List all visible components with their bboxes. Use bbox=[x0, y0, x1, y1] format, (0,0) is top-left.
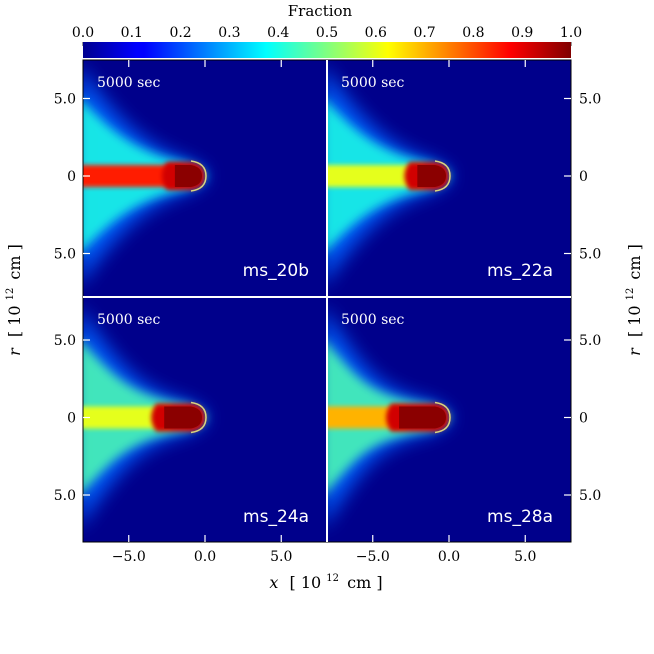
y-tick-label-right: 5.0 bbox=[579, 247, 601, 263]
panel-time-label: 5000 sec bbox=[341, 312, 405, 328]
shock-rim bbox=[434, 401, 451, 434]
panel-model-label: ms_22a bbox=[487, 261, 553, 281]
y-tick-label: 5.0 bbox=[54, 247, 76, 263]
y-axis-rest-right: [ 10 bbox=[625, 305, 644, 337]
colorbar-tick-label: 0.5 bbox=[316, 25, 338, 41]
x-tick-label: −5.0 bbox=[112, 549, 146, 565]
y-tick-label: 0 bbox=[67, 411, 76, 427]
panel-ms_20b bbox=[83, 60, 327, 296]
x-axis-exp: 12 bbox=[326, 573, 339, 584]
y-axis-title-left: r [ 10 12 cm ] bbox=[0, 244, 24, 356]
x-tick-label: 5.0 bbox=[270, 549, 292, 565]
colorbar-title: Fraction bbox=[288, 2, 353, 20]
core-inner bbox=[417, 165, 446, 187]
svg-text:r [ 10 12 cm: r [ 10 12 cm ] bbox=[0, 244, 24, 356]
panel-model-label: ms_24a bbox=[243, 507, 309, 527]
axis-ticks: −5.0 0.0 5.0 −5.0 0.0 5.0 5.0 5.0 0 0 5.0 5.0 5.0 5.0… bbox=[54, 60, 601, 565]
x-tick-label: −5.0 bbox=[356, 549, 390, 565]
axis-jet bbox=[327, 406, 407, 429]
panel-model-label: ms_28a bbox=[487, 507, 553, 527]
shock-rim bbox=[434, 160, 451, 192]
colorbar-bar bbox=[83, 42, 571, 58]
svg-text:x [ 10 12 cm: x [ 10 12 cm ] bbox=[269, 566, 382, 592]
axis-jet bbox=[83, 406, 172, 429]
colorbar-tick-label: 0.3 bbox=[218, 25, 240, 41]
y-axis-unit-right: cm ] bbox=[625, 244, 644, 279]
y-tick-label-right: 5.0 bbox=[579, 92, 601, 108]
y-tick-label-right: 5.0 bbox=[579, 488, 601, 504]
y-tick-label: 5.0 bbox=[54, 92, 76, 108]
y-axis-exp-right: 12 bbox=[625, 288, 636, 301]
colorbar-tick-label: 0.7 bbox=[413, 25, 435, 41]
y-tick-label-right: 0 bbox=[579, 411, 588, 427]
y-axis-rest: [ 10 bbox=[5, 305, 24, 337]
y-tick-label-right: 5.0 bbox=[579, 333, 601, 349]
y-axis-title-right: r [ 10 12 cm ] bbox=[618, 244, 644, 356]
x-axis-unit: cm ] bbox=[347, 573, 382, 592]
shock-rim bbox=[190, 401, 207, 434]
colorbar-tick-label: 0.1 bbox=[121, 25, 143, 41]
core-inner bbox=[399, 406, 446, 429]
colorbar-tick-label: 0.9 bbox=[511, 25, 533, 41]
x-axis-rest: [ 10 bbox=[290, 573, 322, 592]
y-tick-label: 0 bbox=[67, 169, 76, 185]
axis-jet bbox=[327, 165, 425, 187]
panel-ms_22a bbox=[327, 60, 571, 296]
y-tick-label-right: 0 bbox=[579, 169, 588, 185]
core-inner bbox=[164, 406, 202, 429]
panel-time-label: 5000 sec bbox=[97, 312, 161, 328]
y-axis-var: r bbox=[5, 347, 24, 356]
x-tick-label: 0.0 bbox=[194, 549, 216, 565]
colorbar-tick-label: 0.0 bbox=[72, 25, 94, 41]
panel-time-label: 5000 sec bbox=[97, 75, 161, 91]
x-tick-label: 5.0 bbox=[514, 549, 536, 565]
x-axis-title: x [ 10 12 cm ] bbox=[269, 566, 382, 592]
colorbar-tick-label: 1.0 bbox=[560, 25, 582, 41]
y-tick-label: 5.0 bbox=[54, 488, 76, 504]
y-axis-unit: cm ] bbox=[5, 244, 24, 279]
panel-ms_28a bbox=[327, 297, 571, 542]
colorbar-tick-label: 0.2 bbox=[169, 25, 191, 41]
core-inner bbox=[174, 165, 202, 187]
svg-text:r [ 10 12 cm: r [ 10 12 cm ] bbox=[618, 244, 644, 356]
colorbar: Fraction 0.0 0.1 0.2 0.3 0.4 0.5 0.6 0.7 0.8 0.9 1… bbox=[72, 2, 582, 58]
y-tick-label: 5.0 bbox=[54, 333, 76, 349]
shock-rim bbox=[190, 160, 207, 192]
panel-time-label: 5000 sec bbox=[341, 75, 405, 91]
x-axis-var: x bbox=[269, 573, 278, 592]
axis-jet bbox=[83, 165, 182, 187]
x-tick-label: 0.0 bbox=[438, 549, 460, 565]
panel-model-label: ms_20b bbox=[243, 261, 309, 281]
y-axis-exp: 12 bbox=[5, 288, 16, 301]
panels: 5000 sec ms_20b 5000 sec ms_22a 5000 sec ms_2… bbox=[83, 60, 571, 542]
panel-ms_24a bbox=[83, 297, 327, 542]
y-axis-var-right: r bbox=[625, 347, 644, 356]
colorbar-tick-labels: 0.0 0.1 0.2 0.3 0.4 0.5 0.6 0.7 0.8 0.9 1.0 bbox=[72, 25, 582, 46]
colorbar-tick-label: 0.6 bbox=[365, 25, 387, 41]
colorbar-tick-label: 0.4 bbox=[267, 25, 289, 41]
colorbar-tick-label: 0.8 bbox=[462, 25, 484, 41]
